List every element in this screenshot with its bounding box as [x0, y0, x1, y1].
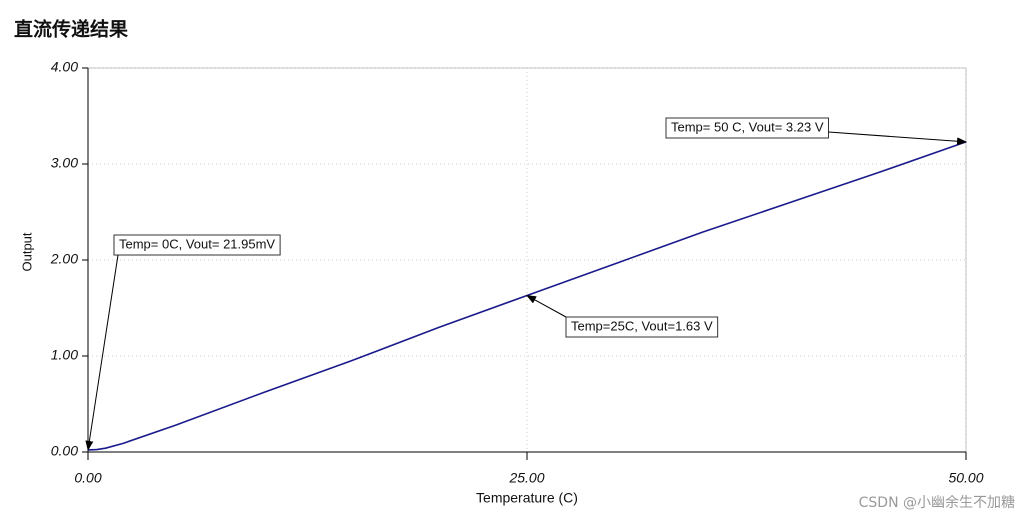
y-tick-label: 1.00 [51, 347, 78, 363]
annotation-box [665, 117, 829, 139]
x-tick-label: 25.00 [508, 470, 544, 486]
y-tick-label: 0.00 [51, 443, 78, 459]
y-tick-label: 4.00 [51, 59, 78, 75]
page-title: 直流传递结果 [14, 18, 128, 41]
annotation-arrow [526, 295, 567, 318]
y-axis-label: Output [19, 232, 34, 271]
y-tick-label: 2.00 [50, 251, 78, 267]
watermark: CSDN @小幽余生不加糖 [859, 494, 1015, 511]
annotation-box [565, 316, 719, 338]
x-axis-label: Temperature (C) [476, 490, 578, 506]
annotation-arrow [828, 131, 967, 146]
annotation-box [113, 234, 281, 256]
annotation-text: Temp= 50 C, Vout= 3.23 V [671, 119, 824, 134]
x-tick-label: 0.00 [74, 470, 101, 486]
x-tick-label: 50.00 [948, 470, 983, 486]
y-tick-label: 3.00 [51, 155, 78, 171]
data-line [87, 141, 967, 451]
annotation-arrow [85, 254, 119, 451]
annotation-text: Temp= 0C, Vout= 21.95mV [119, 236, 275, 251]
annotation-text: Temp=25C, Vout=1.63 V [571, 318, 713, 333]
